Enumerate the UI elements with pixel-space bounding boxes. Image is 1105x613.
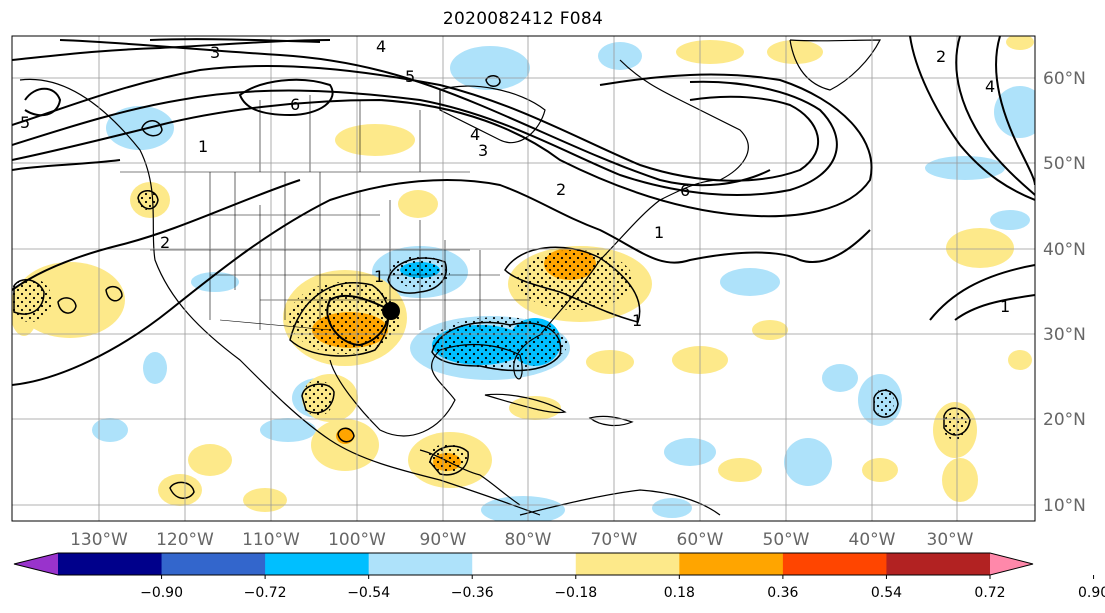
lon-label: 130°W (70, 530, 128, 550)
colorbar-tick-label: 0.36 (767, 585, 798, 601)
contour-label: 2 (160, 233, 170, 252)
lon-label: 30°W (927, 530, 974, 550)
map-title: 2020082412 F084 (442, 9, 604, 29)
significance-contours (13, 75, 971, 499)
contour-label: 1 (1000, 297, 1010, 316)
lat-label: 30°N (1043, 325, 1086, 345)
contour-label: 6 (290, 95, 300, 114)
contour-label: 3 (210, 43, 220, 62)
lat-label: 50°N (1043, 154, 1086, 174)
lon-label: 110°W (242, 530, 300, 550)
lat-label: 10°N (1043, 496, 1086, 516)
contour-label: 1 (374, 267, 384, 286)
latitude-labels: 60°N 50°N 40°N 30°N 20°N 10°N (1043, 69, 1086, 516)
colorbar-tick-label: −0.18 (554, 585, 597, 601)
colorbar-segment (782, 553, 887, 575)
colorbar-tick-label: 0.72 (974, 585, 1005, 601)
contour-label: 4 (376, 37, 386, 56)
colorbar-tick-label: 0.18 (664, 585, 695, 601)
colorbar-tick-label: −0.54 (347, 585, 390, 601)
colorbar-segment (161, 553, 266, 575)
lon-label: 50°W (763, 530, 810, 550)
height-contours (12, 36, 1035, 386)
contour-label: 2 (936, 47, 946, 66)
colorbar-segment (575, 553, 680, 575)
colorbar-segment (886, 553, 991, 575)
contour-label: 4 (985, 77, 995, 96)
lon-label: 100°W (328, 530, 386, 550)
colorbar-extend-high (990, 553, 1033, 575)
colorbar-tick-label: −0.36 (451, 585, 494, 601)
contour-label: 1 (632, 311, 642, 330)
contour-label: 4 (470, 125, 480, 144)
coastlines (19, 39, 881, 516)
lon-label: 40°W (849, 530, 896, 550)
contour-label: 2 (556, 180, 566, 199)
map-frame (11, 35, 1036, 522)
colorbar: −0.90 −0.72 −0.54 −0.36 −0.18 0.18 0.36 0.54 0.7… (13, 552, 1105, 601)
lon-label: 90°W (420, 530, 467, 550)
colorbar-tick-label: 0.90 (1078, 585, 1105, 601)
contour-label: 6 (680, 181, 690, 200)
gridlines (12, 36, 1035, 521)
colorbar-outline (13, 552, 1034, 576)
lat-label: 40°N (1043, 240, 1086, 260)
colorbar-tick-label: −0.90 (140, 585, 183, 601)
longitude-labels: 130°W 120°W 110°W 100°W 90°W 80°W 70°W 6… (70, 530, 974, 550)
contour-labels: 3 4 5 6 1 2 4 3 2 1 1 1 6 5 4 2 1 (20, 37, 1010, 330)
lat-label: 60°N (1043, 69, 1086, 89)
colorbar-segment (58, 553, 163, 575)
lon-label: 60°W (677, 530, 724, 550)
colorbar-segment (679, 553, 784, 575)
lon-label: 120°W (156, 530, 214, 550)
political-borders (120, 95, 530, 331)
colorbar-tick-label: −0.72 (244, 585, 287, 601)
colorbar-segment (265, 553, 370, 575)
contour-label: 3 (478, 141, 488, 160)
colorbar-segment (472, 553, 577, 575)
location-marker (382, 302, 400, 320)
contour-label: 1 (198, 137, 208, 156)
lon-label: 70°W (591, 530, 638, 550)
colorbar-tick-label: 0.54 (871, 585, 902, 601)
contour-label: 5 (405, 67, 415, 86)
lat-label: 20°N (1043, 410, 1086, 430)
lon-label: 80°W (505, 530, 552, 550)
colorbar-extend-low (14, 553, 58, 575)
contour-label: 1 (654, 223, 664, 242)
colorbar-segment (368, 553, 473, 575)
contour-label: 5 (20, 113, 30, 132)
